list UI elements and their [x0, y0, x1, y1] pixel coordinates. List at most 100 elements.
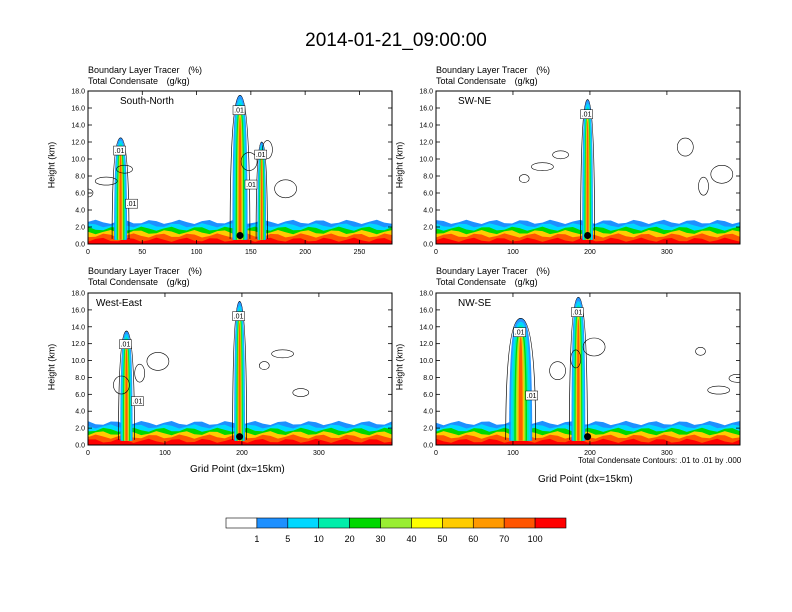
colorbar-label-2: 10 [313, 534, 324, 544]
panel-3-ytick-label-2: 4.0 [423, 409, 433, 416]
panel-2-xtick-label-1: 100 [159, 450, 171, 457]
panel-0-contour-label-box-1 [232, 105, 246, 115]
panel-2-contour-label-box-2 [131, 396, 144, 406]
panel-3-contour-blob-1 [549, 361, 566, 381]
panel-3-subtitle-line2: Total Condensate [436, 277, 507, 287]
panel-1-contour-label-box-0 [580, 109, 593, 119]
panel-1-xtick-label-1: 100 [507, 249, 519, 256]
panel-1-ytick-label-0: 0.0 [423, 242, 433, 249]
panel-1-contour-blob-1 [676, 137, 694, 157]
colorbar-box-5 [380, 517, 412, 529]
panel-0-contour-label-box-4 [244, 179, 258, 190]
panel-3-contour-blob-5 [582, 337, 606, 357]
panel-0-ytick-label-0: 0.0 [75, 242, 85, 249]
panel-3-contour-label-box-0 [513, 327, 526, 337]
panel-2-plume-1-layer-6 [238, 322, 241, 441]
panel-0-contour-label-2: .01 [256, 152, 266, 159]
panel-0-ytick-label-1: 2.0 [75, 225, 85, 232]
panel-0-plume-0-layer-6 [119, 153, 122, 240]
panel-1-contour-blob-3 [698, 176, 709, 196]
panel-1-plume-0-layer-6 [586, 120, 589, 240]
colorbar-label-3: 20 [344, 534, 355, 544]
panel-0-contour-blob-5 [274, 179, 297, 199]
colorbar-label-9: 100 [527, 534, 543, 544]
colorbar-box-3 [318, 517, 350, 529]
panel-2-xtick-label-3: 300 [313, 450, 325, 457]
panel-3-ytick-label-4: 8.0 [423, 375, 433, 382]
panel-3-ytick-label-8: 16.0 [419, 307, 433, 314]
panel-3-contour-label-box-2 [525, 390, 538, 401]
panel-0-xtick-label-5: 250 [354, 249, 366, 256]
panel-2-subtitle-line2: Total Condensate [88, 277, 159, 287]
panel-0-ytick-label-9: 18.0 [71, 89, 85, 96]
panel-1-contour-blob-0 [518, 174, 530, 183]
panel-0-location-marker [236, 232, 244, 239]
panel-1-xtick-label-3: 300 [661, 249, 673, 256]
colorbar-box-10 [534, 517, 567, 529]
panel-0-ytick-label-7: 14.0 [71, 123, 85, 130]
panel-0-plume-0-contour [111, 137, 130, 239]
panel-2-ytick-label-4: 8.0 [75, 375, 85, 382]
colorbar-label-7: 60 [468, 534, 479, 544]
panel-0-contour-blob-3 [262, 140, 273, 159]
panel-0-subtitle-line2: Total Condensate [88, 76, 159, 86]
colorbar-box-9 [503, 517, 536, 529]
panel-0-contour-blob-0 [88, 188, 94, 198]
panel-3-field [436, 296, 740, 445]
panel-2-contour-blob-1 [113, 375, 130, 395]
panel-3-contour-label-0: .01 [515, 330, 525, 337]
colorbar-box-6 [411, 517, 443, 529]
panel-0-ytick-label-5: 10.0 [71, 157, 85, 164]
panel-1-contour-blob-5 [710, 165, 734, 184]
panel-2-contour-blob-4 [292, 388, 310, 397]
panel-2-ytick-label-3: 6.0 [75, 392, 85, 399]
panel-3-contour-blob-4 [728, 374, 740, 383]
panel-2-contour-label-box-0 [119, 339, 132, 349]
panel-1-subtitle-unit2: (g/kg) [514, 76, 538, 86]
panel-1-ytick-label-1: 2.0 [423, 225, 433, 232]
panel-2-contour-blob-5 [146, 352, 170, 371]
panel-3-ytick-label-3: 6.0 [423, 392, 433, 399]
contour-note: Total Condensate Contours: .01 to .01 by… [578, 456, 742, 465]
panel-0-xtick-label-3: 150 [245, 249, 257, 256]
panel-2-contour-blob-3 [134, 363, 145, 383]
panel-3-boundary-band-5 [436, 438, 740, 445]
panel-0-name: South-North [120, 96, 174, 107]
panel-2-subtitle: Boundary Layer Tracer (%) Total Condensa… [88, 266, 202, 288]
panel-1-ytick-label-9: 18.0 [419, 89, 433, 96]
panel-2-contour-label-2: .01 [133, 399, 143, 406]
panel-0-contour-label-box-0 [113, 145, 126, 156]
panel-1-ytick-label-3: 6.0 [423, 191, 433, 198]
panel-2-ytick-label-7: 14.0 [71, 324, 85, 331]
panel-2-frame [87, 292, 393, 446]
panel-3-plume-0-contour [505, 317, 537, 440]
panel-0-plume-1-contour [229, 94, 251, 239]
panel-1-boundary-band-5 [436, 237, 740, 244]
panel-0-contour-label-4: .01 [246, 182, 256, 189]
panel-1-subtitle-unit1: (%) [536, 65, 551, 75]
panel-3-contour-blob-3 [570, 349, 582, 369]
panel-3-xtick-label-2: 200 [584, 450, 596, 457]
panel-0-subtitle-unit1: (%) [188, 65, 203, 75]
colorbar-box-7 [442, 517, 474, 529]
panel-3-contour-label-2: .01 [527, 393, 537, 400]
panel-3-contour-label-1: .01 [573, 310, 583, 317]
panel-2-name: West-East [96, 298, 142, 309]
panel-2-location-marker [236, 433, 244, 441]
panel-2-contour-label-0: .01 [121, 342, 131, 349]
panel-0-contour-label-box-3 [125, 198, 138, 209]
panel-1-subtitle-line2: Total Condensate [436, 76, 507, 86]
panel-1-frame [435, 90, 741, 245]
panel-3-plume-1-contour [569, 296, 588, 440]
panel-2-subtitle-line1: Boundary Layer Tracer [88, 266, 180, 276]
panel-1-location-marker [584, 232, 592, 239]
colorbar-label-6: 50 [437, 534, 448, 544]
panel-0-contour-label-1: .01 [234, 108, 244, 115]
panel-2-ytick-label-1: 2.0 [75, 426, 85, 433]
panel-1-contour-blob-2 [531, 162, 554, 171]
panel-1-ytick-label-7: 14.0 [419, 123, 433, 130]
panel-3-contour-blob-0 [695, 346, 706, 356]
panel-2-xtick-label-0: 0 [86, 450, 90, 457]
panel-2-ytick-label-5: 10.0 [71, 358, 85, 365]
panel-1-xtick-label-2: 200 [584, 249, 596, 256]
